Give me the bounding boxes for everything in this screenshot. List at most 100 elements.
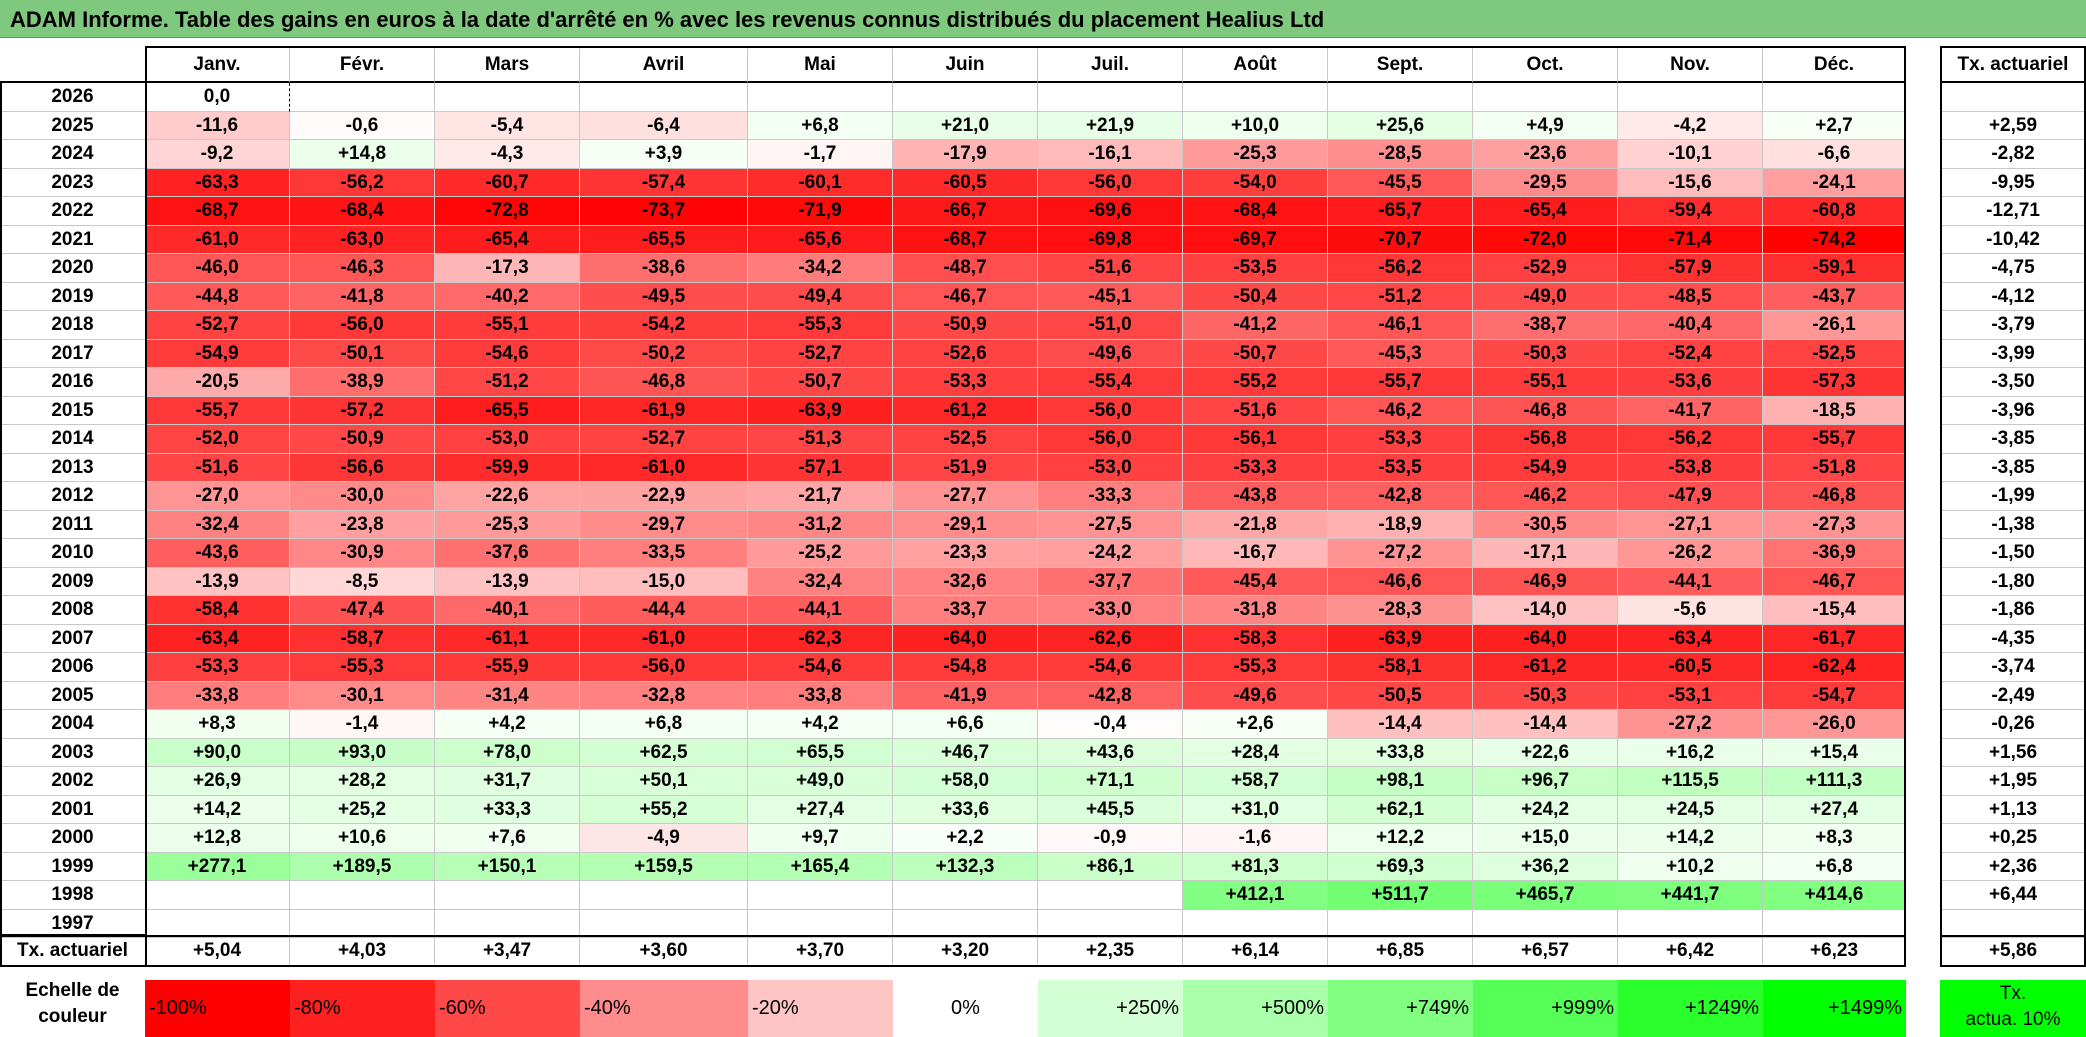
- data-cell: -51,2: [1328, 282, 1473, 311]
- data-cell: +511,7: [1328, 881, 1473, 910]
- annual-cell: -3,79: [1940, 311, 2086, 340]
- data-cell: -5,4: [435, 111, 580, 140]
- data-cell: -46,8: [1473, 396, 1618, 425]
- data-cell: +49,0: [748, 767, 893, 796]
- data-cell: -51,0: [1038, 311, 1183, 340]
- annual-cell: -4,35: [1940, 625, 2086, 653]
- data-cell: +69,3: [1328, 852, 1473, 881]
- data-cell: -57,2: [290, 396, 435, 425]
- year-label: 2004: [0, 710, 145, 739]
- data-cell: -52,7: [748, 339, 893, 368]
- data-cell: +165,4: [748, 852, 893, 881]
- data-cell: -55,1: [1473, 368, 1618, 397]
- year-label: 2010: [0, 539, 145, 568]
- data-cell: -13,9: [435, 567, 580, 596]
- data-cell: +4,2: [748, 710, 893, 739]
- data-cell: -61,0: [145, 225, 290, 254]
- data-cell: -28,5: [1328, 140, 1473, 169]
- data-cell: [748, 83, 893, 112]
- data-cell: -51,8: [1763, 453, 1906, 482]
- data-cell: -33,0: [1038, 596, 1183, 625]
- legend-swatch: +749%: [1328, 980, 1473, 1037]
- data-cell: -25,3: [435, 510, 580, 539]
- data-cell: -62,6: [1038, 624, 1183, 653]
- legend-label-line2: couleur: [38, 1006, 107, 1027]
- data-cell: -17,1: [1473, 539, 1618, 568]
- legend-swatch: -40%: [580, 980, 748, 1037]
- data-cell: -68,4: [1183, 197, 1328, 226]
- data-cell: -33,5: [580, 539, 748, 568]
- data-cell: -9,2: [145, 140, 290, 169]
- data-cell: -55,4: [1038, 368, 1183, 397]
- data-cell: -44,1: [1618, 567, 1763, 596]
- data-cell: -69,6: [1038, 197, 1183, 226]
- year-label: 2000: [0, 824, 145, 853]
- data-cell: +6,6: [893, 710, 1038, 739]
- data-cell: -52,5: [1763, 339, 1906, 368]
- data-cell: [1763, 83, 1906, 112]
- data-cell: -55,3: [290, 653, 435, 682]
- data-cell: [145, 909, 290, 938]
- data-cell: [290, 83, 435, 112]
- data-cell: -72,8: [435, 197, 580, 226]
- data-cell: [435, 881, 580, 910]
- annual-cell: -4,12: [1940, 283, 2086, 311]
- data-cell: -32,8: [580, 681, 748, 710]
- annual-cell: -1,80: [1940, 568, 2086, 596]
- data-cell: -6,6: [1763, 140, 1906, 169]
- data-cell: -31,8: [1183, 596, 1328, 625]
- data-cell: -22,6: [435, 482, 580, 511]
- data-cell: -38,6: [580, 254, 748, 283]
- footer-cell: +6,23: [1763, 936, 1906, 966]
- data-cell: +115,5: [1618, 767, 1763, 796]
- data-cell: +150,1: [435, 852, 580, 881]
- data-cell: -25,3: [1183, 140, 1328, 169]
- year-label: 2013: [0, 454, 145, 482]
- data-cell: -51,2: [435, 368, 580, 397]
- data-cell: [1183, 83, 1328, 112]
- data-cell: -58,3: [1183, 624, 1328, 653]
- data-cell: [1618, 83, 1763, 112]
- data-cell: -41,7: [1618, 396, 1763, 425]
- data-cell: -50,3: [1473, 339, 1618, 368]
- data-cell: +86,1: [1038, 852, 1183, 881]
- data-cell: -58,1: [1328, 653, 1473, 682]
- data-cell: -15,0: [580, 567, 748, 596]
- data-cell: -49,6: [1038, 339, 1183, 368]
- data-cell: -27,5: [1038, 510, 1183, 539]
- year-label: 2023: [0, 169, 145, 197]
- data-cell: +33,3: [435, 795, 580, 824]
- data-cell: +81,3: [1183, 852, 1328, 881]
- data-cell: [893, 83, 1038, 112]
- data-cell: -62,3: [748, 624, 893, 653]
- legend-swatch: +1499%: [1763, 980, 1906, 1037]
- data-cell: -54,6: [435, 339, 580, 368]
- data-cell: +36,2: [1473, 852, 1618, 881]
- annual-cell: -3,74: [1940, 653, 2086, 682]
- data-cell: +31,7: [435, 767, 580, 796]
- year-label: 2024: [0, 140, 145, 169]
- data-cell: -56,0: [290, 311, 435, 340]
- data-cell: +78,0: [435, 738, 580, 767]
- data-cell: +6,8: [748, 111, 893, 140]
- data-cell: +25,2: [290, 795, 435, 824]
- data-cell: +50,1: [580, 767, 748, 796]
- data-cell: -50,7: [1183, 339, 1328, 368]
- data-cell: +24,2: [1473, 795, 1618, 824]
- data-cell: -72,0: [1473, 225, 1618, 254]
- month-header: Juil.: [1038, 46, 1183, 83]
- data-cell: -53,8: [1618, 453, 1763, 482]
- data-cell: -63,9: [1328, 624, 1473, 653]
- data-cell: -57,1: [748, 453, 893, 482]
- data-cell: [1618, 909, 1763, 938]
- data-cell: -23,6: [1473, 140, 1618, 169]
- data-cell: [1328, 83, 1473, 112]
- data-cell: -47,9: [1618, 482, 1763, 511]
- report-title: ADAM Informe. Table des gains en euros à…: [10, 7, 1325, 32]
- data-cell: +14,8: [290, 140, 435, 169]
- data-cell: -60,5: [1618, 653, 1763, 682]
- data-cell: -53,3: [145, 653, 290, 682]
- footer-cell: +3,60: [580, 936, 748, 966]
- footer-annual: +5,86: [1988, 940, 2038, 961]
- data-cell: -41,2: [1183, 311, 1328, 340]
